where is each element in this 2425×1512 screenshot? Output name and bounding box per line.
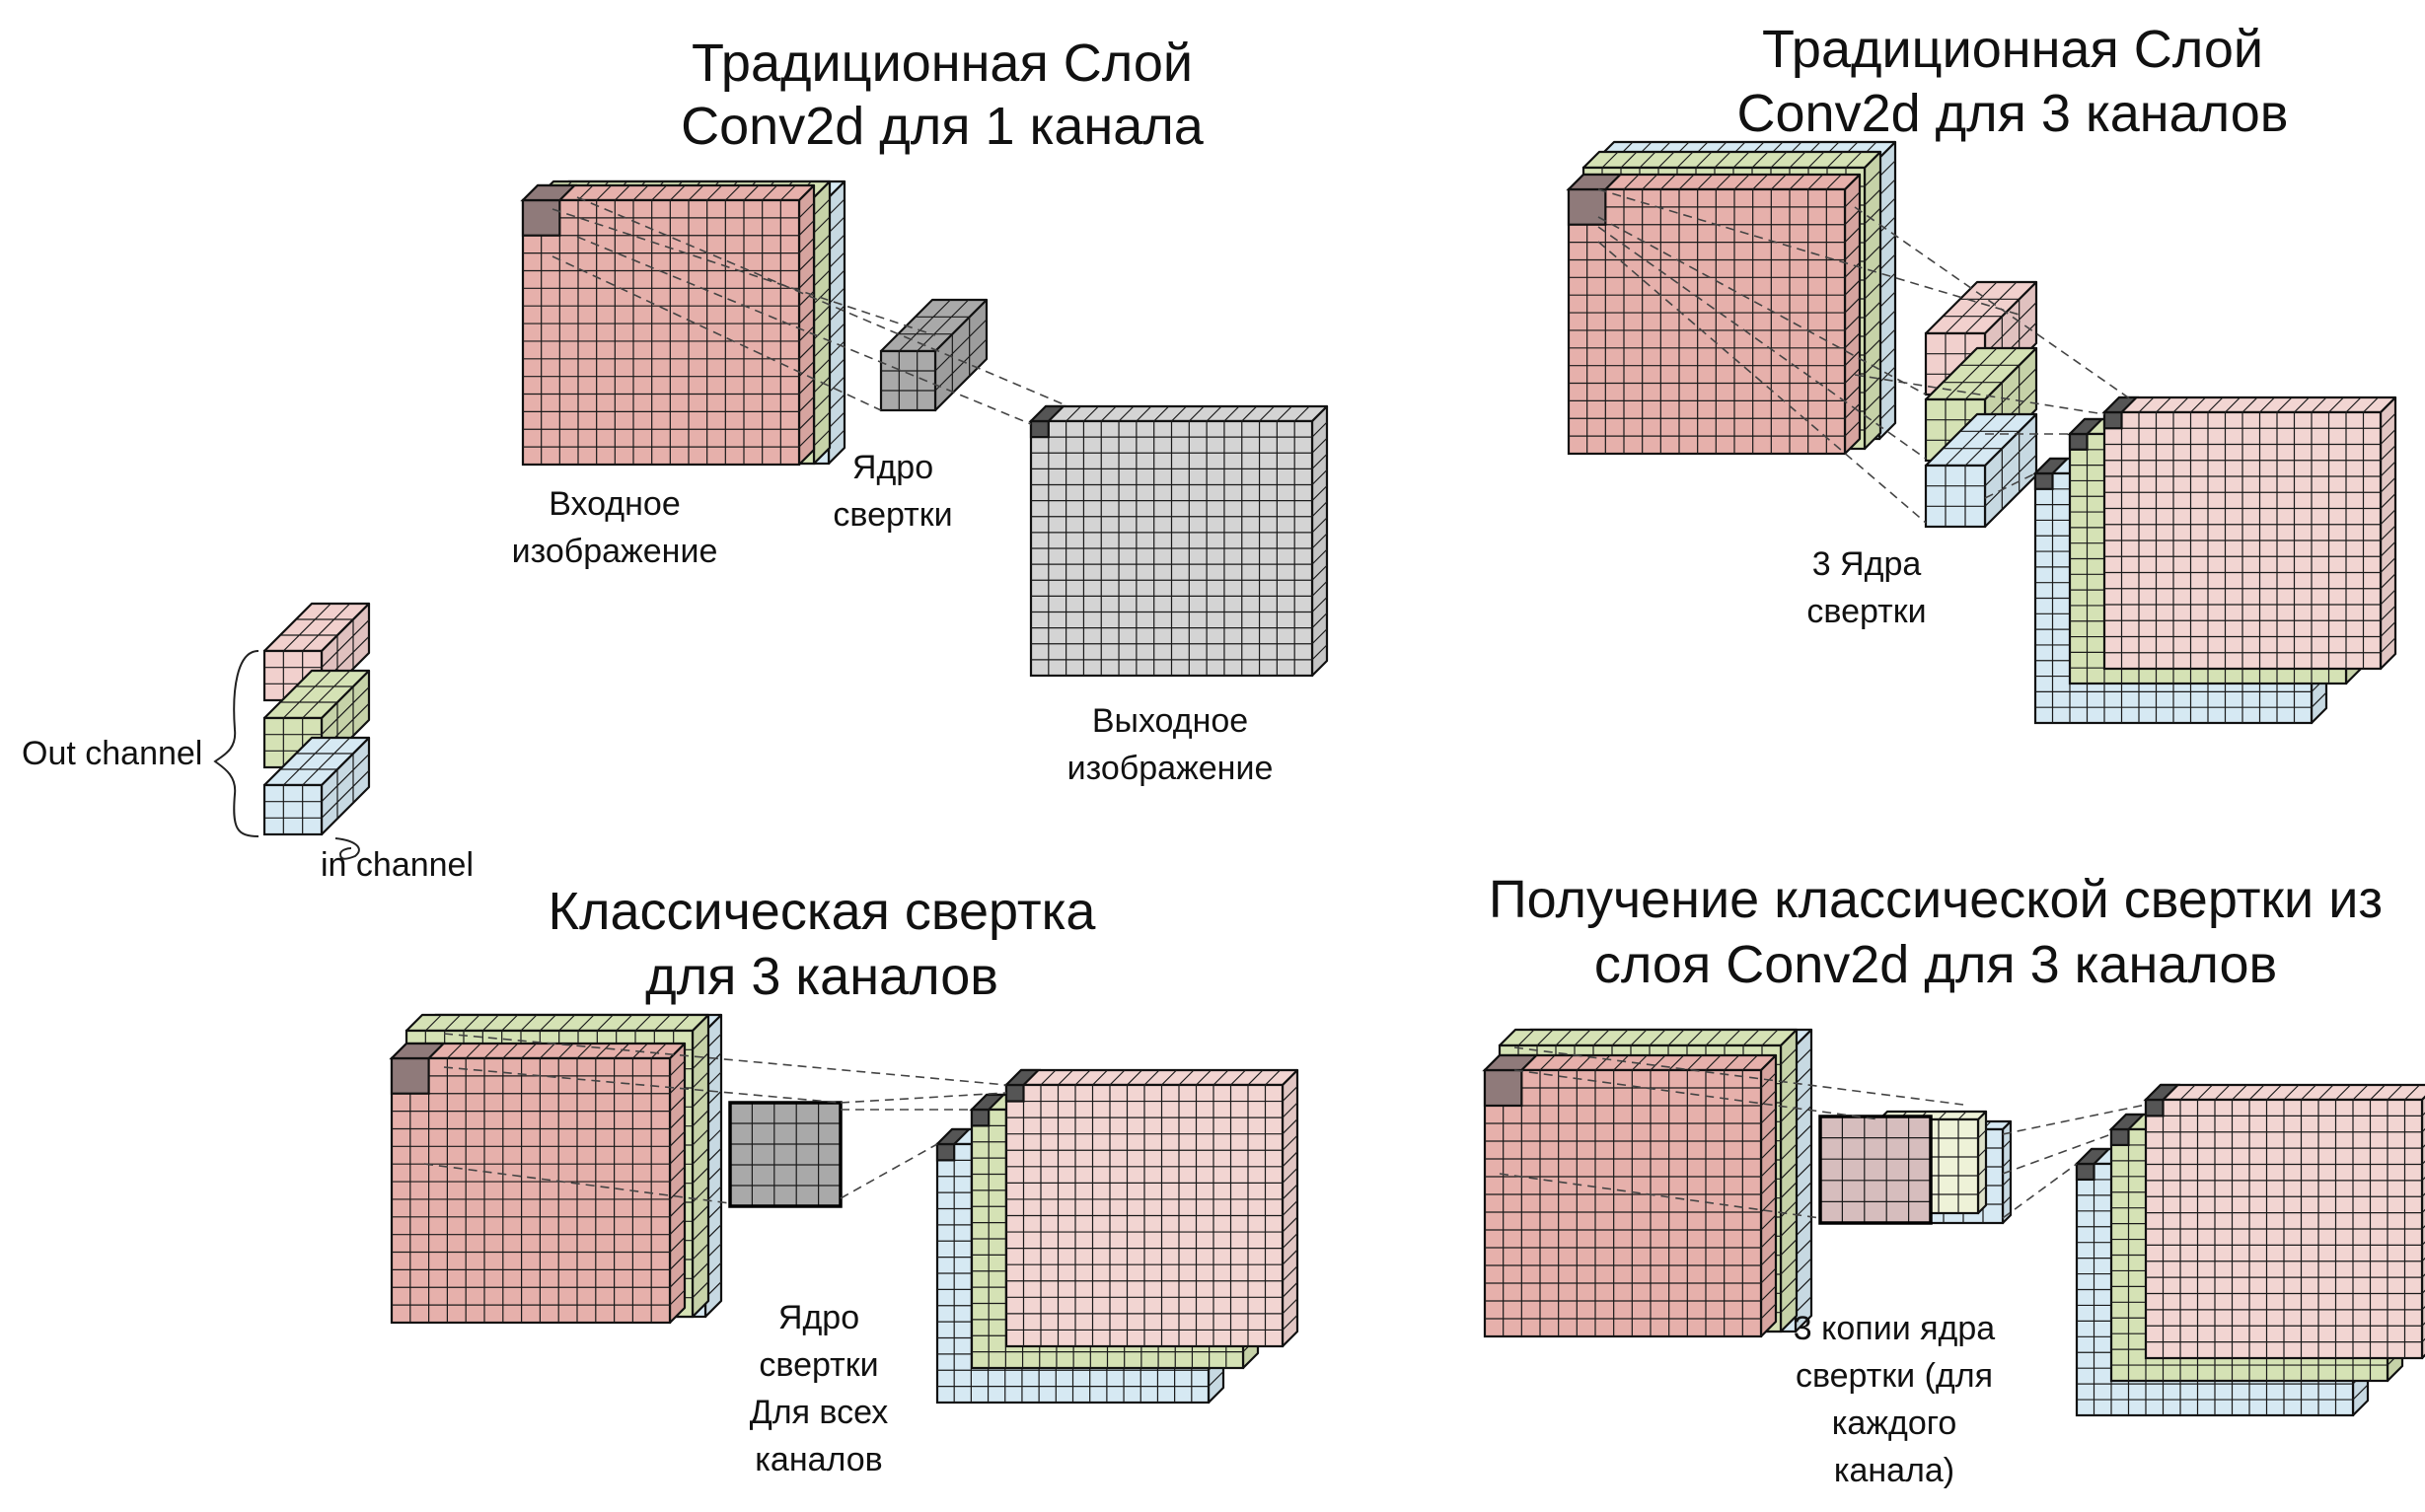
projection-line <box>2002 1104 2147 1135</box>
input-image-label-line1: Входное <box>549 485 681 523</box>
classic-output-red <box>1003 1068 1299 1348</box>
projection-line <box>840 1092 1007 1104</box>
bottom-left-title-line1: Классическая свертка <box>549 882 1097 941</box>
top-right-title-line1: Традиционная Слой <box>1762 20 2263 79</box>
shared-kernel-block <box>728 1101 843 1208</box>
input-image-label-line2: изображение <box>512 533 718 570</box>
bottom-left-title-line2: для 3 каналов <box>645 947 998 1006</box>
in-channel-label: in channel <box>321 846 474 884</box>
kernel-copies-label-line3: каждого <box>1832 1404 1957 1442</box>
kernel-label-line2: свертки <box>833 496 952 534</box>
projection-line <box>1984 472 2036 499</box>
output-map-red <box>2101 396 2397 671</box>
kernel-copies-label-line4: канала) <box>1834 1452 1954 1489</box>
projection-line <box>1597 216 1927 396</box>
in-channel-brace <box>334 837 360 860</box>
projection-line <box>1513 1069 1880 1120</box>
copies-input-red <box>1482 1053 1778 1338</box>
shared-kernel-label-line2: свертки <box>759 1346 878 1384</box>
projection-line <box>551 208 936 336</box>
out-channel-label: Out channel <box>22 735 202 772</box>
projection-line <box>1597 226 1927 460</box>
projection-line <box>576 236 1032 425</box>
three-kernels-label-line1: 3 Ядра <box>1812 545 1922 583</box>
three-kernels-label-line2: свертки <box>1806 593 1926 630</box>
output-image-label-line2: изображение <box>1067 750 1274 787</box>
projection-line <box>2002 1163 2078 1219</box>
projection-line <box>443 1066 842 1104</box>
bottom-right-title-line2: слоя Conv2d для 3 каналов <box>1594 935 2277 994</box>
output-image-block <box>1028 404 1329 678</box>
projection-line <box>1854 206 2132 400</box>
top-right-title-line2: Conv2d для 3 каналов <box>1737 84 2289 143</box>
top-left-title-line1: Традиционная Слой <box>692 34 1193 93</box>
projection-line <box>840 1143 938 1199</box>
projection-line <box>443 1033 1007 1086</box>
out-channel-brace <box>213 650 259 837</box>
projection-line <box>551 255 882 411</box>
output-image-label-line1: Выходное <box>1092 702 1248 740</box>
copies-output-red <box>2143 1083 2425 1360</box>
diagram-labels: Традиционная Слой Conv2d для 1 канала Вх… <box>22 20 2383 1489</box>
kernel-block <box>879 298 989 412</box>
rgb-input-red <box>1566 173 1862 456</box>
shared-kernel-label-line1: Ядро <box>778 1299 859 1336</box>
projection-line <box>1597 241 1927 524</box>
projection-line <box>1854 374 2105 415</box>
shared-kernel-label-line3: Для всех <box>750 1394 889 1431</box>
top-left-title-line2: Conv2d для 1 канала <box>681 97 1205 156</box>
projection-line <box>423 1163 731 1204</box>
shared-kernel-label-line4: каналов <box>755 1441 882 1478</box>
projection-line <box>2002 1133 2112 1175</box>
kernel-blue <box>1924 412 2038 529</box>
kernel-copy-red <box>1818 1115 1933 1225</box>
classic-input-red <box>389 1042 687 1325</box>
legend-kernel-blue <box>262 736 371 836</box>
input-image-block <box>520 183 816 467</box>
projection-line <box>1499 1173 1821 1219</box>
kernel-copies-label-line1: 3 копии ядра <box>1794 1310 1996 1347</box>
projection-lines <box>423 188 2147 1219</box>
diagram-shapes <box>213 140 2425 1417</box>
kernel-label-line1: Ядро <box>852 449 933 486</box>
kernel-copies-label-line2: свертки (для <box>1796 1357 1993 1395</box>
bottom-right-title-line1: Получение классической свертки из <box>1489 870 2383 929</box>
projection-line <box>1513 1046 1964 1106</box>
